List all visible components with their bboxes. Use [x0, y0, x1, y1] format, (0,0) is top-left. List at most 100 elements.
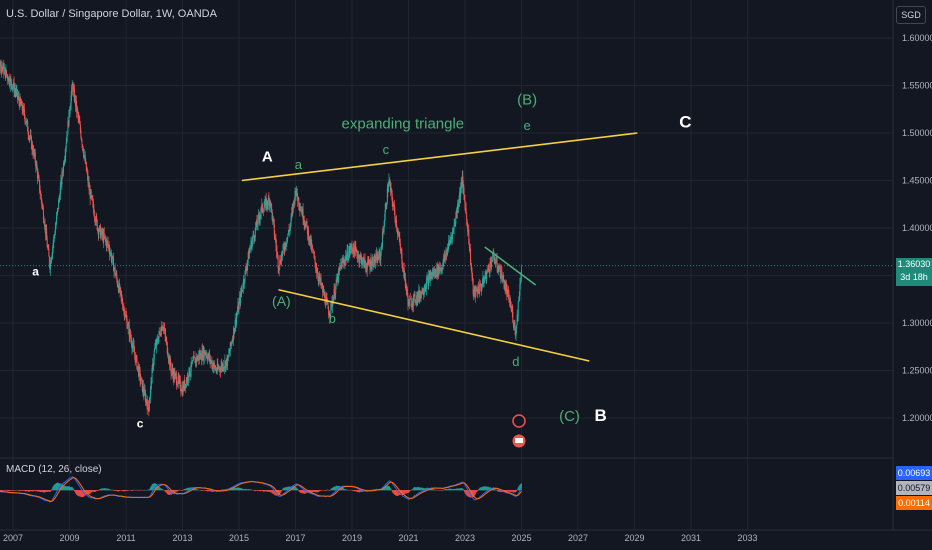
candle-body	[344, 259, 346, 264]
candle-body	[218, 367, 220, 370]
wave-label[interactable]: (B)	[517, 92, 537, 109]
wave-label[interactable]: expanding triangle	[342, 115, 465, 132]
macd-indicator-title[interactable]: MACD (12, 26, close)	[6, 464, 102, 475]
candle-body	[189, 367, 191, 376]
macd-histogram-bar	[436, 490, 438, 491]
candle-body	[67, 121, 69, 135]
candle-body	[201, 349, 203, 360]
candle-body	[520, 275, 522, 283]
macd-histogram-bar	[508, 490, 510, 492]
macd-histogram-bar	[285, 487, 287, 491]
macd-histogram-bar	[335, 486, 337, 491]
wave-label[interactable]: C	[679, 112, 691, 131]
wave-label[interactable]: (A)	[272, 293, 291, 309]
candle-body	[67, 121, 69, 127]
macd-histogram-bar	[387, 485, 389, 491]
macd-histogram-bar	[69, 486, 71, 491]
candle-body	[81, 140, 83, 145]
candle-body	[308, 240, 310, 242]
macd-histogram-bar	[406, 490, 408, 493]
candle-body	[7, 79, 9, 82]
macd-histogram-bar	[443, 489, 445, 491]
macd-histogram-bar	[433, 489, 435, 491]
wave-label[interactable]: d	[512, 354, 519, 369]
wave-label[interactable]: (C)	[559, 408, 580, 425]
macd-histogram-bar	[498, 490, 500, 492]
candle-body	[312, 248, 314, 253]
macd-histogram-bar	[249, 489, 251, 491]
macd-histogram-bar	[87, 490, 89, 495]
candle-body	[66, 134, 68, 137]
macd-histogram-bar	[391, 490, 393, 492]
macd-histogram-bar	[414, 487, 416, 491]
candle-body	[400, 250, 402, 254]
candle-body	[26, 120, 28, 122]
candle-body	[334, 293, 336, 298]
candle-body	[20, 97, 22, 103]
trendline-lower[interactable]	[278, 288, 590, 362]
macd-histogram-bar	[473, 490, 475, 497]
macd-histogram-bar	[485, 486, 487, 491]
x-tick-label: 2011	[116, 533, 135, 543]
candle-body	[390, 188, 392, 192]
candle-body	[8, 76, 10, 84]
macd-histogram-bar	[397, 490, 399, 496]
wave-label[interactable]: a	[32, 265, 39, 279]
macd-histogram-bar	[418, 486, 420, 491]
candle-body	[437, 264, 439, 275]
candle-body	[88, 182, 90, 190]
wave-label[interactable]: A	[262, 149, 273, 166]
candle-body	[15, 91, 17, 94]
wave-label[interactable]: c	[383, 142, 390, 157]
candle-body	[369, 259, 371, 268]
macd-histogram-bar	[481, 487, 483, 491]
trendline-short[interactable]	[484, 246, 537, 286]
candle-body	[167, 353, 169, 357]
candle-body	[285, 242, 287, 247]
wave-label[interactable]: c	[137, 417, 144, 431]
y-tick-label: 1.30000	[902, 318, 932, 328]
macd-histogram-bar	[164, 490, 166, 491]
trendline-upper[interactable]	[241, 132, 638, 182]
candle-body	[455, 216, 457, 224]
candle-body	[60, 180, 62, 188]
candle-body	[186, 379, 188, 382]
candle-body	[220, 367, 222, 372]
macd-histogram-bar	[243, 489, 245, 491]
candle-body	[196, 356, 198, 361]
candle-body	[207, 356, 209, 360]
candle-body	[71, 86, 73, 96]
event-flash-icon[interactable]	[512, 414, 526, 428]
wave-label[interactable]: B	[594, 406, 606, 425]
macd-histogram-bar	[285, 487, 287, 491]
macd-histogram-bar	[236, 487, 238, 491]
candle-body	[107, 241, 109, 243]
candle-body	[198, 355, 200, 360]
candle-body	[78, 117, 80, 119]
candle-body	[488, 268, 490, 272]
macd-histogram-bar	[494, 489, 496, 491]
candle-body	[80, 137, 82, 141]
candle-body	[115, 274, 117, 275]
currency-button[interactable]: SGD	[896, 6, 926, 24]
candle-body	[339, 267, 341, 271]
macd-histogram-bar	[284, 487, 286, 491]
candle-body	[420, 291, 422, 299]
candle-body	[512, 311, 514, 322]
candle-body	[118, 283, 120, 292]
wave-label[interactable]: a	[295, 157, 303, 172]
macd-histogram-bar	[254, 490, 256, 492]
candle-body	[8, 76, 10, 82]
macd-histogram-bar	[173, 490, 175, 494]
candle-body	[442, 264, 444, 271]
candle-body	[365, 265, 367, 270]
macd-histogram-bar	[517, 488, 519, 491]
candle-body	[336, 276, 338, 282]
candle-body	[68, 110, 70, 127]
wave-label[interactable]: b	[329, 311, 336, 326]
symbol-title[interactable]: U.S. Dollar / Singapore Dollar, 1W, OAND…	[6, 8, 217, 20]
wave-label[interactable]: e	[524, 118, 531, 133]
candle-body	[444, 255, 446, 259]
macd-histogram-bar	[7, 490, 9, 491]
